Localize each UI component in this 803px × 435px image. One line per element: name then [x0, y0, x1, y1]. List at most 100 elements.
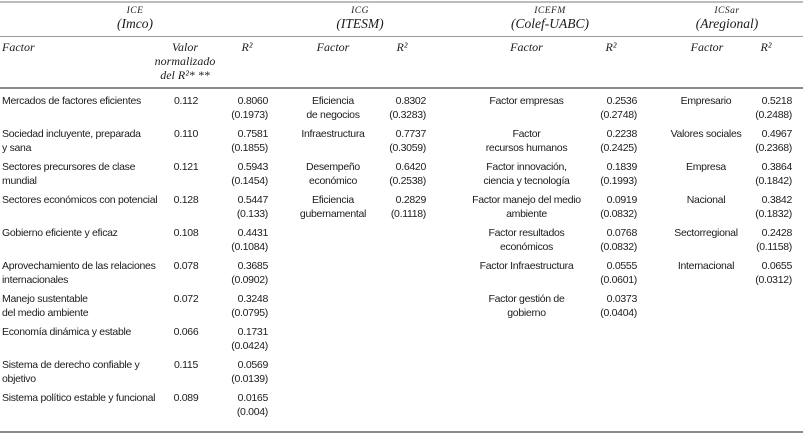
icsar-table-row: Sectorregional 0.2428 (0.1158) [664, 226, 792, 259]
r2-standard-error: (0.0424) [231, 340, 268, 352]
r2-standard-error: (0.0601) [600, 274, 637, 286]
r2-cell: 0.0555 (0.0601) [585, 259, 637, 287]
header-icefm-factor: Factor [510, 40, 543, 54]
r2-value: 0.0373 [606, 293, 638, 305]
factor-cell: Empresario [680, 95, 732, 107]
table-top-border [0, 1, 803, 3]
icsar-table-row: Nacional 0.3842 (0.1832) [664, 193, 793, 226]
r2-standard-error: (0.1842) [755, 175, 792, 187]
r2-standard-error: (0.2488) [755, 109, 792, 121]
r2-cell: 0.3842 (0.1832) [748, 193, 792, 221]
r2-cell: 0.3685 (0.0902) [209, 259, 268, 287]
icefm-table-row: Factor gestión de gobierno 0.0373 (0.0404) [468, 292, 637, 325]
r2-value: 0.2238 [606, 128, 638, 140]
index-abbr-ice: ICE [126, 6, 144, 16]
icg-table-row: Infraestructura 0.7737 (0.3059) [288, 127, 426, 160]
r2-value: 0.3685 [237, 260, 269, 272]
r2-standard-error: (0.0795) [231, 307, 268, 319]
ice-table-row: Manejo sustentable del medio ambiente 0.0… [2, 292, 268, 325]
valor-normalizado-cell: 0.110 [174, 128, 198, 140]
ice-table-row: Economía dinámica y estable 0.066 0.1731 (0… [2, 325, 268, 358]
r2-value: 0.3842 [761, 194, 793, 206]
icefm-table-row: Factor innovación, ciencia y tecnología 0… [468, 160, 637, 193]
r2-standard-error: (0.1118) [390, 208, 426, 220]
factor-cell: Sectores precursores de clase mundial [2, 161, 136, 187]
r2-standard-error: (0.2425) [600, 142, 637, 154]
r2-standard-error: (0.0832) [600, 241, 637, 253]
r2-standard-error: (0.0404) [600, 307, 637, 319]
index-abbr-icg: ICG [351, 6, 369, 16]
factor-cell: Factor Infraestructura [479, 260, 574, 272]
r2-standard-error: (0.2748) [600, 109, 637, 121]
r2-standard-error: (0.0312) [755, 274, 792, 286]
r2-value: 0.2428 [761, 227, 793, 239]
r2-value: 0.7581 [237, 128, 269, 140]
r2-value: 0.0768 [606, 227, 638, 239]
factor-cell: Internacional [677, 260, 735, 272]
header-icsar-factor: Factor [690, 40, 724, 54]
r2-cell: 0.7581 (0.1855) [209, 127, 268, 155]
r2-cell: 0.8302 (0.3283) [378, 94, 426, 122]
r2-standard-error: (0.1993) [600, 175, 637, 187]
header-icg-factor: Factor [316, 40, 350, 54]
valor-normalizado-cell: 0.121 [173, 161, 199, 173]
icefm-table-row: Factor recursos humanos 0.2238 (0.2425) [468, 127, 638, 160]
icg-table-row: Eficiencia de negocios 0.8302 (0.3283) [288, 94, 426, 127]
ice-table-row: Sistema de derecho confiable y objetivo 0… [2, 358, 268, 391]
ice-table-row: Mercados de factores eficientes 0.112 0.80… [2, 94, 268, 127]
factor-cell: Gobierno eficiente y eficaz [2, 227, 118, 239]
ice-table-row: Sociedad incluyente, preparada y sana 0.1… [2, 127, 268, 160]
r2-value: 0.4967 [761, 128, 793, 140]
r2-value: 0.2536 [606, 95, 638, 107]
factor-cell: Infraestructura [301, 128, 365, 140]
r2-cell: 0.1839 (0.1993) [585, 160, 637, 188]
r2-cell: 0.3248 (0.0795) [209, 292, 268, 320]
r2-value: 0.3864 [761, 161, 793, 173]
icefm-table-row: Factor manejo del medio ambiente 0.0919 (0… [468, 193, 637, 226]
r2-value: 0.2829 [395, 194, 427, 206]
r2-value: 0.1731 [237, 326, 269, 338]
r2-cell: 0.4967 (0.2368) [748, 127, 792, 155]
r2-cell: 0.0569 (0.0139) [209, 358, 268, 386]
header-ice-valor: Valor normalizado del R²* ** [154, 40, 216, 82]
r2-cell: 0.2829 (0.1118) [378, 193, 426, 221]
icg-column-group: Eficiencia de negocios 0.8302 (0.3283) Infr… [288, 94, 426, 226]
icsar-table-row: Empresa 0.3864 (0.1842) [664, 160, 792, 193]
r2-standard-error: (0.1832) [755, 208, 792, 220]
icsar-table-row: Valores sociales 0.4967 (0.2368) [664, 127, 793, 160]
group-title-icefm: ICEFM (Colef-UABC) [460, 5, 640, 31]
factor-cell: Factor innovación, ciencia y tecnología [483, 161, 570, 187]
valor-normalizado-cell: 0.089 [173, 392, 199, 404]
factor-cell: Sociedad incluyente, preparada y sana [2, 128, 141, 154]
factor-cell: Factor recursos humanos [485, 128, 568, 154]
factor-cell: Aprovechamiento de las relaciones intern… [2, 260, 156, 286]
index-org-icefm: (Colef-UABC) [511, 16, 589, 31]
factor-cell: Sectores económicos con potencial [2, 194, 158, 206]
r2-value: 0.0165 [237, 392, 269, 404]
r2-cell: 0.2428 (0.1158) [748, 226, 792, 254]
icefm-table-row: Factor Infraestructura 0.0555 (0.0601) [468, 259, 638, 292]
r2-standard-error: (0.0832) [600, 208, 637, 220]
r2-cell: 0.3864 (0.1842) [748, 160, 792, 188]
factor-cell: Manejo sustentable del medio ambiente [2, 293, 89, 319]
ice-table-row: Sistema político estable y funcional 0.08… [2, 391, 268, 424]
r2-standard-error: (0.1973) [231, 109, 268, 121]
r2-value: 0.5447 [237, 194, 269, 206]
factor-cell: Mercados de factores eficientes [2, 95, 141, 107]
factor-cell: Empresa [686, 161, 726, 173]
index-org-icsar: (Aregional) [695, 16, 759, 31]
factor-cell: Factor manejo del medio ambiente [472, 194, 581, 220]
ice-table-row: Sectores precursores de clase mundial 0.1… [2, 160, 268, 193]
r2-standard-error: (0.2538) [389, 175, 426, 187]
r2-cell: 0.0373 (0.0404) [585, 292, 637, 320]
header-ice-factor: Factor [2, 40, 35, 54]
icsar-table-row: Empresario 0.5218 (0.2488) [664, 94, 793, 127]
r2-standard-error: (0.1158) [756, 241, 792, 253]
r2-cell: 0.0768 (0.0832) [585, 226, 637, 254]
r2-standard-error: (0.1084) [231, 241, 268, 253]
factor-cell: Factor gestión de gobierno [488, 293, 565, 319]
ice-table-row: Gobierno eficiente y eficaz 0.108 0.4431 (0… [2, 226, 268, 259]
r2-standard-error: (0.133) [236, 208, 268, 220]
r2-cell: 0.0919 (0.0832) [585, 193, 637, 221]
